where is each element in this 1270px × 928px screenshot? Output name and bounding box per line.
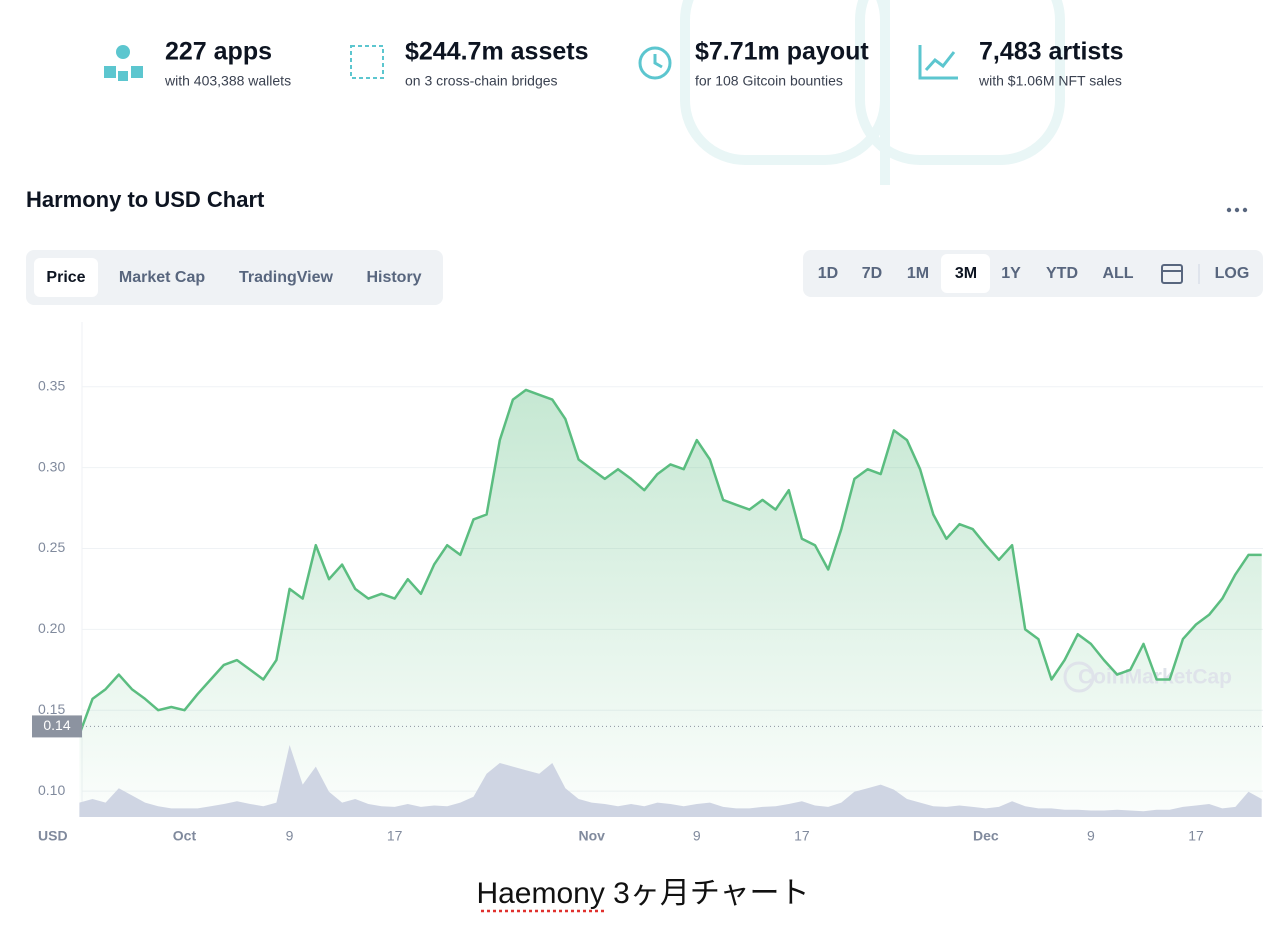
stat-title: $7.71m payout bbox=[695, 38, 869, 66]
stat-title: $244.7m assets bbox=[405, 38, 588, 66]
stat-subtitle: for 108 Gitcoin bounties bbox=[695, 73, 843, 89]
stat-icon bbox=[104, 45, 143, 81]
watermark-logo bbox=[1063, 661, 1095, 693]
x-tick-label: 17 bbox=[1188, 828, 1204, 844]
price-line bbox=[78, 388, 1262, 735]
x-tick-label: 9 bbox=[693, 828, 701, 844]
current-price-badge bbox=[32, 715, 82, 738]
stat-subtitle: with $1.06M NFT sales bbox=[978, 73, 1122, 89]
tab[interactable]: Price bbox=[46, 269, 85, 286]
caption: Haemony 3ヶ月チャート bbox=[476, 877, 809, 910]
current-price-label: 0.14 bbox=[43, 717, 70, 733]
stat-title: 227 apps bbox=[165, 38, 272, 66]
x-tick-label: Nov bbox=[578, 828, 605, 844]
y-tick-label: 0.10 bbox=[38, 782, 65, 798]
more-menu[interactable] bbox=[1226, 207, 1248, 213]
stat-subtitle: with 403,388 wallets bbox=[164, 73, 291, 89]
y-tick-label: 0.30 bbox=[38, 458, 65, 474]
stat-icon bbox=[638, 46, 672, 80]
range-button[interactable]: ALL bbox=[1102, 265, 1133, 282]
stat-title: 7,483 artists bbox=[979, 38, 1124, 66]
y-tick-label: 0.15 bbox=[38, 701, 65, 717]
stat-icon bbox=[918, 45, 958, 80]
stat-icon bbox=[350, 45, 384, 79]
range-button[interactable]: 1M bbox=[907, 265, 929, 282]
calendar-icon[interactable] bbox=[1161, 264, 1183, 284]
y-tick-label: 0.35 bbox=[38, 377, 65, 393]
y-tick-label: 0.25 bbox=[38, 539, 65, 555]
x-tick-label: 9 bbox=[286, 828, 294, 844]
tab[interactable]: History bbox=[366, 269, 421, 286]
volume-area bbox=[79, 745, 1262, 817]
range-button[interactable]: 7D bbox=[862, 265, 882, 282]
tab[interactable]: TradingView bbox=[239, 269, 334, 286]
range-button[interactable]: 1Y bbox=[1001, 265, 1021, 282]
x-tick-label: Dec bbox=[973, 828, 999, 844]
x-tick-label: 17 bbox=[387, 828, 403, 844]
x-tick-label: 17 bbox=[794, 828, 810, 844]
price-chart: 0.10 0.15 0.20 0.25 0.30 0.35 Oct 9 17 Nov 9 17 Dec 9… bbox=[32, 322, 1263, 844]
tab[interactable]: Market Cap bbox=[119, 269, 205, 286]
y-unit: USD bbox=[38, 828, 68, 844]
range-button[interactable]: YTD bbox=[1046, 265, 1078, 282]
range-bar bbox=[803, 250, 1263, 297]
background-pattern bbox=[680, 0, 1065, 185]
tab-selected bbox=[34, 258, 98, 297]
range-selected bbox=[941, 254, 990, 293]
range-button[interactable]: 1D bbox=[818, 265, 838, 282]
price-area bbox=[79, 389, 1262, 817]
log-button[interactable]: LOG bbox=[1215, 265, 1250, 282]
x-tick-label: Oct bbox=[173, 828, 197, 844]
y-tick-label: 0.20 bbox=[38, 620, 65, 636]
chart-title: Harmony to USD Chart bbox=[26, 187, 265, 212]
stat-subtitle: on 3 cross-chain bridges bbox=[405, 73, 558, 89]
tab-bar bbox=[26, 250, 443, 305]
range-button[interactable]: 3M bbox=[955, 265, 977, 282]
x-tick-label: 9 bbox=[1087, 828, 1095, 844]
